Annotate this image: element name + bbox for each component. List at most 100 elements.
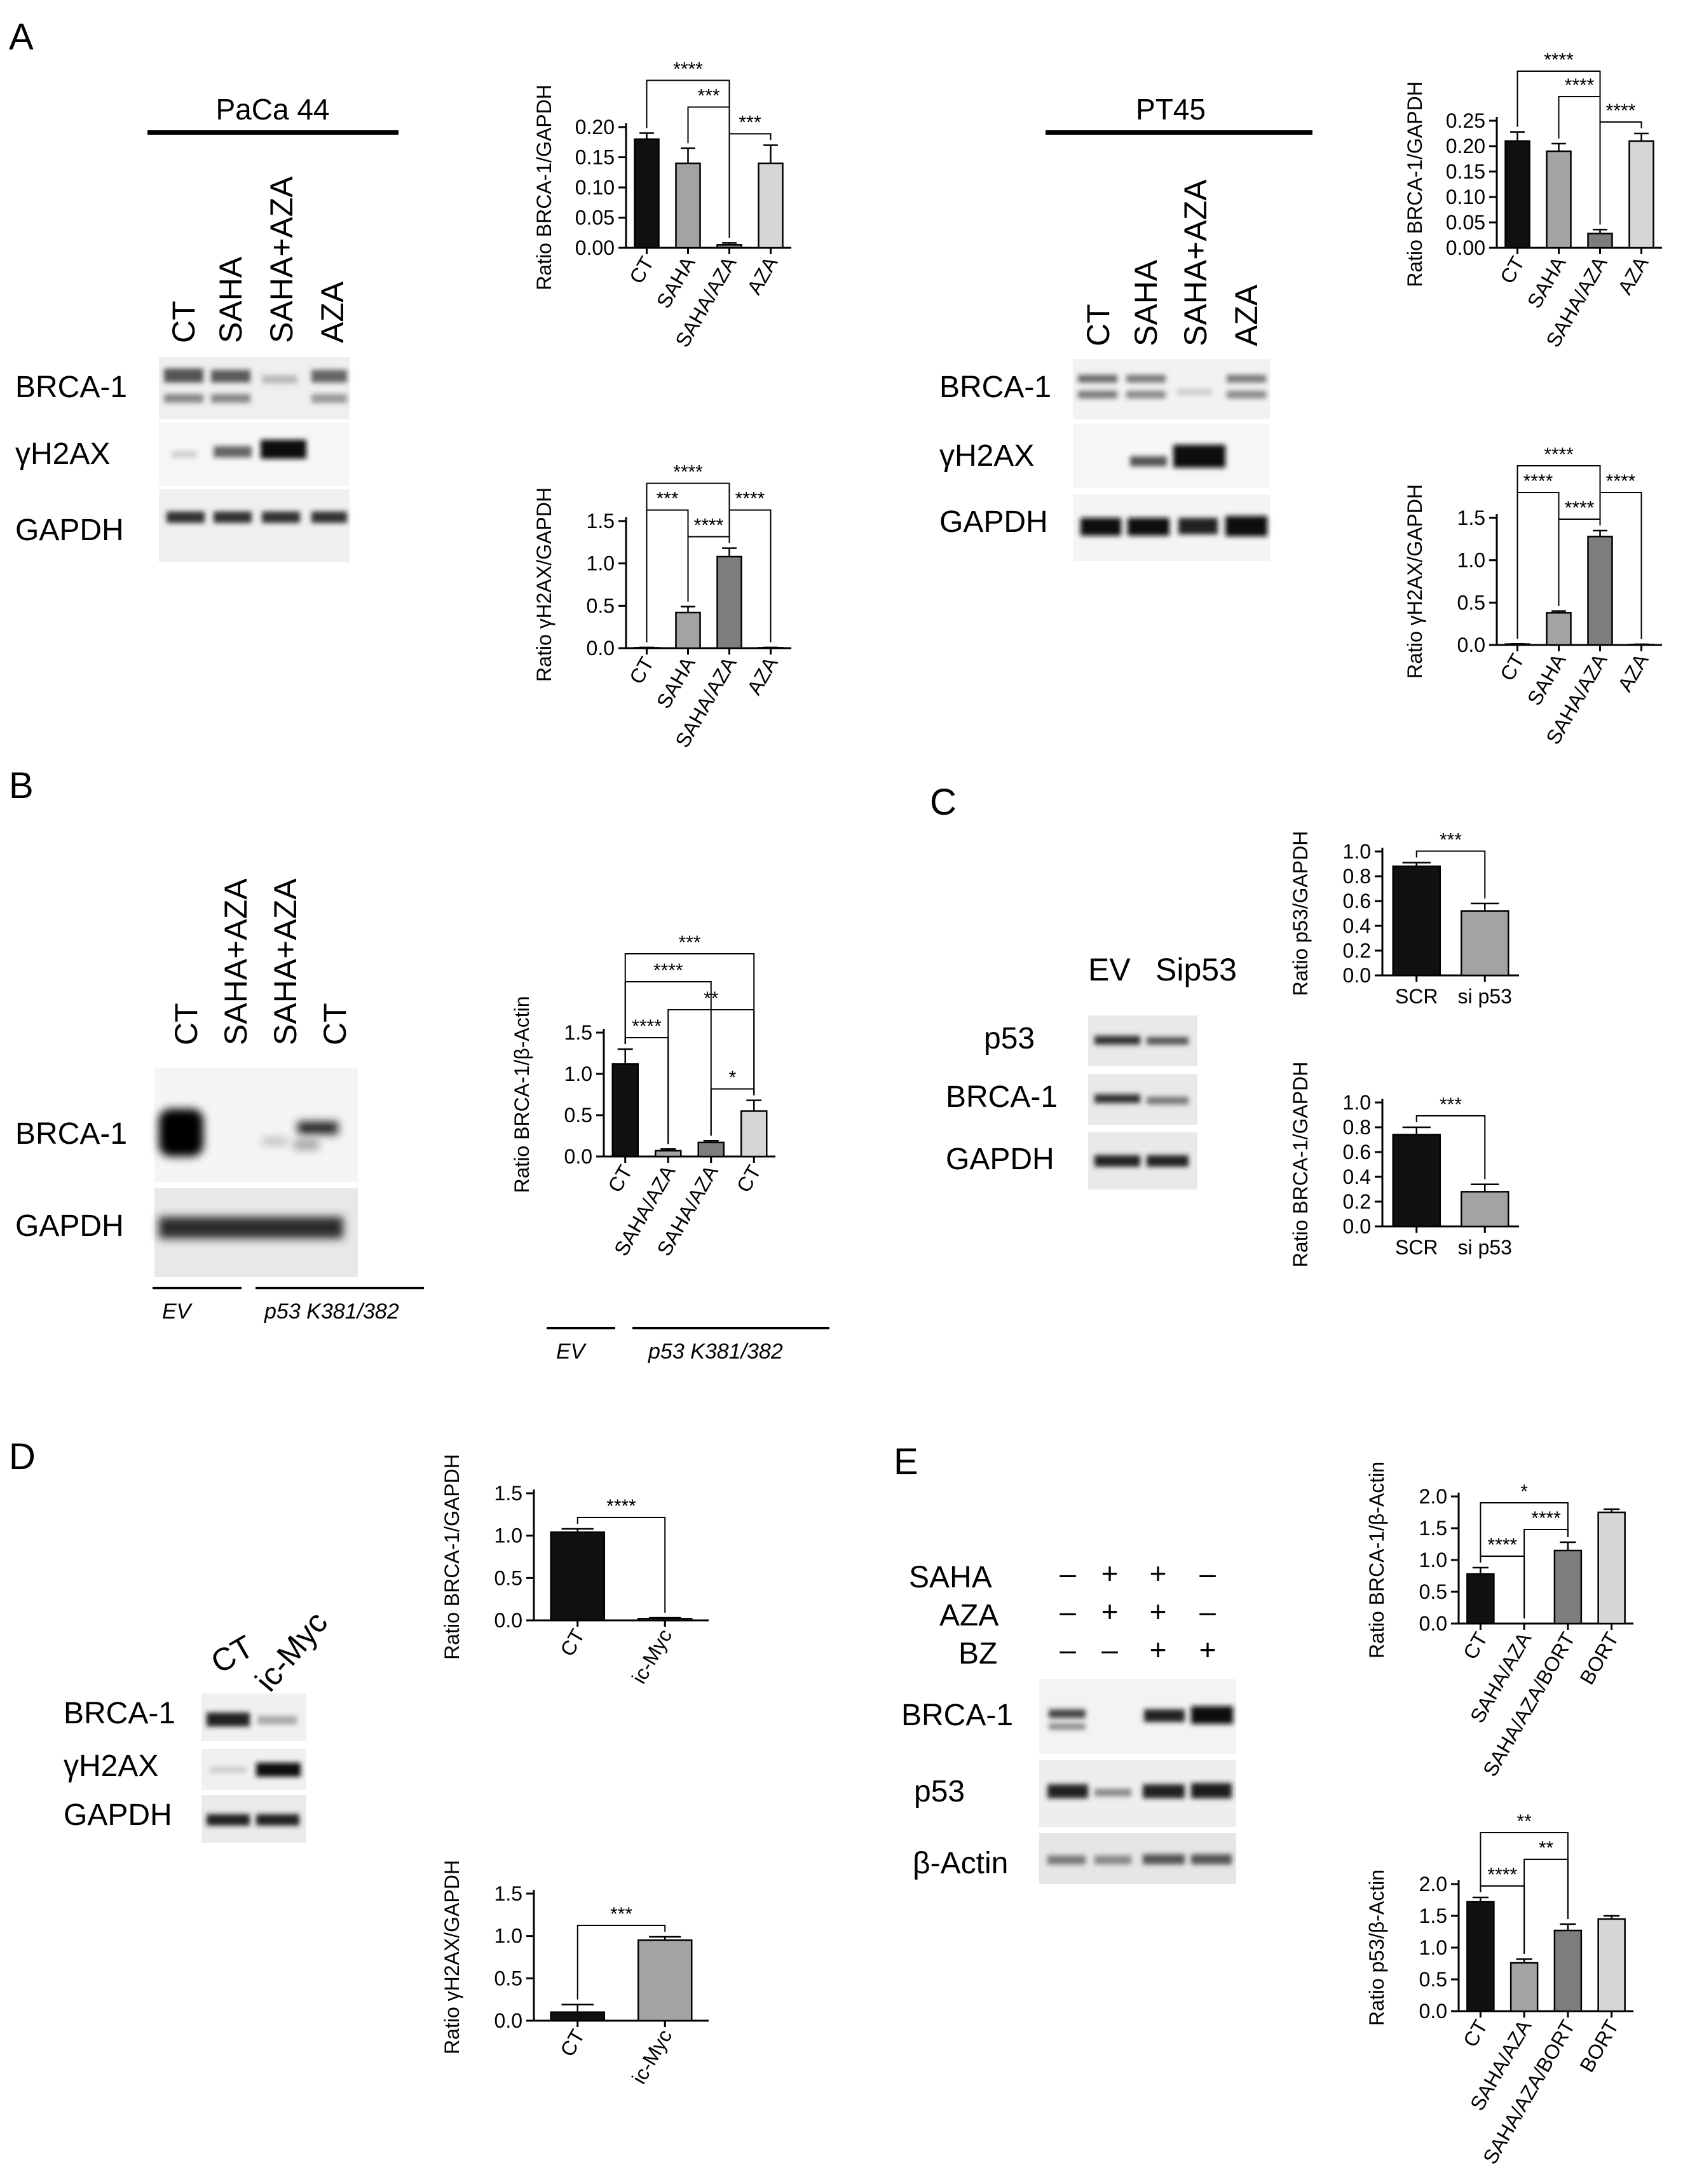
- band: [159, 1109, 203, 1156]
- sign: –: [1060, 1595, 1076, 1628]
- blot-a1-lane-4: AZA: [315, 281, 350, 343]
- y-tick-label: 0.0: [1343, 964, 1371, 987]
- blot-b-row-1: BRCA-1: [15, 1117, 127, 1151]
- blot-d: CT ic-Myc BRCA-1 γH2AX GAPDH: [64, 1604, 334, 1843]
- x-tick-label: BORT: [1575, 1629, 1623, 1688]
- blot-a2-lane-2: SAHA: [1128, 259, 1164, 346]
- sig-label: ****: [653, 960, 683, 981]
- blot-a2-lane-4: AZA: [1229, 284, 1264, 346]
- y-tick-label: 0.15: [1446, 160, 1485, 183]
- sig-bracket: ****: [1516, 444, 1601, 639]
- x-tick-label: SCR: [1395, 1236, 1438, 1259]
- bar: [1597, 1918, 1626, 2012]
- band: [1143, 1784, 1185, 1798]
- y-tick-label: 0.8: [1343, 1116, 1371, 1139]
- bar: [634, 138, 660, 249]
- bar: [1553, 1929, 1583, 2012]
- y-axis-label: Ratio BRCA-1/β-Actin: [510, 996, 533, 1193]
- blot-a2-strip-h2ax: [1073, 424, 1270, 488]
- bar: [1392, 1134, 1441, 1228]
- band: [1078, 375, 1117, 383]
- sig-label: ***: [610, 1904, 632, 1925]
- x-tick-label: AZA: [1613, 252, 1653, 298]
- y-tick-label: 0.0: [1419, 1612, 1447, 1635]
- band: [1177, 389, 1211, 395]
- sig-line: [646, 79, 730, 238]
- bar: [1466, 1573, 1495, 1625]
- bar: [675, 611, 701, 649]
- x-tick-label: CT: [625, 653, 658, 688]
- band: [1094, 1789, 1131, 1796]
- y-tick-label: 0.20: [575, 116, 615, 139]
- sig-label: ****: [1565, 498, 1595, 519]
- y-tick-label: 0.5: [1457, 591, 1485, 614]
- y-axis-label: Ratio BRCA-1/GAPDH: [1289, 1062, 1312, 1268]
- sign: +: [1101, 1595, 1119, 1628]
- x-tick-label: CT: [732, 1162, 766, 1197]
- y-tick-label: 0.0: [494, 2009, 522, 2032]
- bar: [1587, 536, 1613, 646]
- blot-b-row-2: GAPDH: [15, 1209, 124, 1243]
- y-tick-label: 1.0: [587, 552, 615, 575]
- sig-label: ****: [1487, 1535, 1517, 1556]
- y-axis-label: Ratio p53/GAPDH: [1289, 831, 1312, 996]
- sign: –: [1060, 1557, 1076, 1590]
- blot-a2-lane-3: SAHA+AZA: [1178, 179, 1213, 346]
- blot-b-group-line-1: [153, 1287, 242, 1289]
- bar: [1461, 1191, 1509, 1228]
- sig-label: ****: [1531, 1508, 1561, 1529]
- band: [262, 1137, 287, 1145]
- chart-a2-brca: 0.000.05 0.10 0.150.20 0.25 Ratio BRCA-1/GAP…: [1403, 50, 1662, 351]
- y-tick-label: 0.4: [1343, 914, 1371, 937]
- band: [214, 446, 252, 458]
- band: [311, 394, 347, 403]
- band: [159, 1217, 343, 1238]
- band: [1173, 445, 1225, 468]
- bar: [1461, 910, 1509, 977]
- y-tick-label: 0.00: [1446, 236, 1485, 259]
- x-tick-label: CT: [555, 1625, 589, 1660]
- y-tick-label: 0.0: [1419, 2000, 1447, 2023]
- y-tick-label: 0.6: [1343, 890, 1371, 912]
- sig-label: *: [729, 1068, 737, 1089]
- blot-b: CT SAHA+AZA SAHA+AZA CT BRCA-1 GAPDH EV …: [15, 878, 424, 1324]
- bar: [716, 555, 742, 649]
- band: [1227, 391, 1266, 398]
- y-axis-label: Ratio γH2AX/GAPDH: [533, 487, 555, 682]
- band: [1147, 1155, 1189, 1167]
- blot-e-signs: – + + – – + + – – – + +: [1060, 1557, 1216, 1666]
- bar: [716, 244, 742, 249]
- sig-bracket: *: [1480, 1481, 1569, 1563]
- blot-a1-lane-2: SAHA: [213, 256, 249, 343]
- sig-bracket: ****: [576, 1496, 666, 1613]
- sig-label: ****: [1487, 1864, 1517, 1885]
- bar: [637, 1939, 693, 2022]
- band: [1147, 1037, 1189, 1045]
- y-tick-label: 1.0: [1419, 1936, 1447, 1959]
- sig-line: [576, 1925, 666, 2000]
- sig-bracket: ****: [728, 489, 772, 642]
- sig-label: ***: [697, 86, 719, 107]
- bar: [1587, 233, 1613, 249]
- band: [1147, 1097, 1189, 1104]
- x-tick-label: AZA: [742, 653, 782, 698]
- sig-label: ****: [735, 489, 765, 510]
- blot-d-row-2: γH2AX: [64, 1749, 158, 1783]
- sign: +: [1150, 1633, 1167, 1666]
- sig-label: ****: [673, 59, 703, 80]
- chart-a1-brca: 0.00 0.05 0.10 0.15 0.20 Ratio BRCA-1/GAPDH CT…: [533, 59, 791, 351]
- y-tick-label: 0.00: [575, 236, 615, 259]
- panel-letter-c: C: [930, 782, 957, 823]
- y-tick-label: 0.0: [494, 1609, 522, 1632]
- y-axis-label: Ratio p53/β-Actin: [1365, 1869, 1388, 2026]
- bar: [611, 1063, 639, 1158]
- panel-letter-a: A: [9, 17, 34, 58]
- blot-b-lane-2: SAHA+AZA: [218, 878, 254, 1045]
- blot-e-treatment-3: BZ: [958, 1637, 997, 1671]
- sig-label: ***: [1440, 830, 1462, 851]
- blot-a1-lane-1: CT: [166, 301, 201, 343]
